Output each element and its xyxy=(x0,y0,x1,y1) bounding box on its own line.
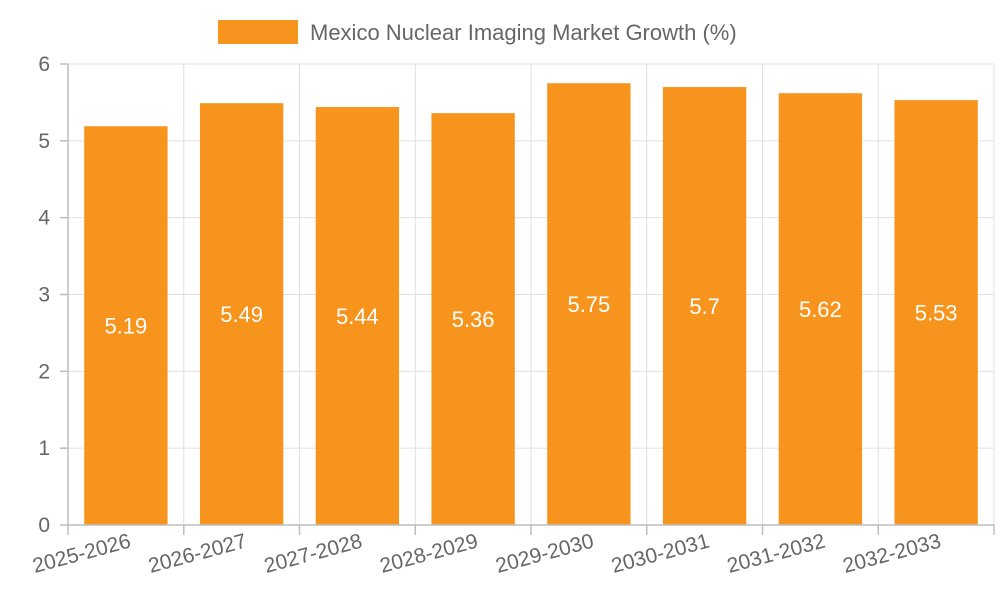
bar-value-label: 5.44 xyxy=(336,304,379,329)
y-tick-label: 5 xyxy=(38,130,50,153)
bar-2031-2032[interactable] xyxy=(778,93,863,526)
bar-2029-2030[interactable] xyxy=(547,83,631,525)
y-tick-label: 0 xyxy=(38,514,50,537)
x-tick-label: 2031-2032 xyxy=(725,530,828,578)
x-tick-label: 2029-2030 xyxy=(493,530,596,578)
bar-2026-2027[interactable] xyxy=(199,103,284,525)
bar-2030-2031[interactable] xyxy=(662,87,747,526)
x-tick-label: 2030-2031 xyxy=(609,530,712,578)
bar-value-label: 5.53 xyxy=(915,301,958,326)
bar-value-label: 5.49 xyxy=(220,302,263,327)
x-tick-label: 2032-2033 xyxy=(840,530,943,578)
bars-layer xyxy=(84,83,978,526)
y-tick-label: 1 xyxy=(38,437,50,460)
bar-2032-2033[interactable] xyxy=(894,100,978,525)
legend-swatch xyxy=(218,20,298,44)
bar-2027-2028[interactable] xyxy=(315,107,400,525)
legend-label: Mexico Nuclear Imaging Market Growth (%) xyxy=(310,20,737,45)
bar-2025-2026[interactable] xyxy=(84,126,168,526)
y-tick-label: 4 xyxy=(38,207,50,230)
legend[interactable]: Mexico Nuclear Imaging Market Growth (%) xyxy=(218,20,737,45)
bar-value-label: 5.62 xyxy=(799,297,842,322)
x-tick-label: 2026-2027 xyxy=(146,530,249,578)
axes-layer xyxy=(60,63,995,535)
bar-value-label: 5.75 xyxy=(567,292,610,317)
y-tick-label: 3 xyxy=(38,284,50,307)
y-tick-label: 6 xyxy=(38,53,50,76)
x-tick-label: 2027-2028 xyxy=(262,530,365,578)
y-tick-label: 2 xyxy=(38,360,50,383)
bar-value-label: 5.7 xyxy=(689,294,720,319)
bar-value-label: 5.19 xyxy=(104,314,147,339)
bar-2028-2029[interactable] xyxy=(431,113,515,525)
x-tick-label: 2028-2029 xyxy=(377,530,480,578)
bar-value-label: 5.36 xyxy=(452,307,495,332)
